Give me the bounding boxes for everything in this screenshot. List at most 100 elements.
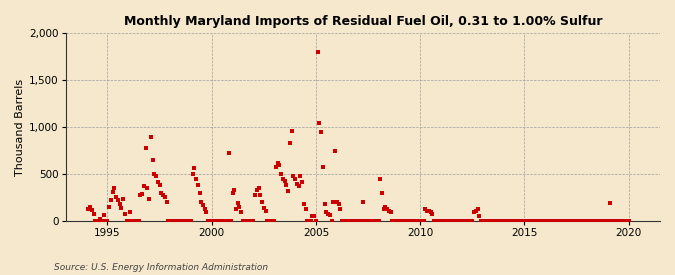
Point [86,208,97,212]
Point [377,191,387,195]
Point [309,214,320,219]
Point [390,219,401,223]
Point [223,151,234,156]
Point [415,219,426,223]
Point [550,219,561,223]
Point [142,186,153,190]
Point [296,179,307,184]
Point [323,211,333,216]
Point [252,188,263,192]
Point [396,219,406,223]
Point [568,219,578,223]
Point [362,219,373,223]
Point [509,219,520,223]
Point [347,219,358,223]
Point [549,219,560,223]
Point [464,219,475,223]
Point [116,206,127,210]
Point [387,219,398,223]
Point [187,172,198,176]
Point [559,219,570,223]
Point [562,219,573,223]
Point [448,219,458,223]
Point [493,219,504,223]
Point [474,214,485,219]
Point [456,219,467,223]
Point [146,134,157,139]
Point [595,219,606,223]
Point [208,219,219,223]
Point [591,219,601,223]
Point [189,166,200,171]
Point [151,174,161,178]
Point [119,211,130,216]
Point [149,172,160,176]
Point [246,219,257,223]
Point [219,219,230,223]
Point [537,219,547,223]
Point [126,219,137,223]
Point [165,219,176,223]
Point [528,219,539,223]
Point [350,219,361,223]
Point [606,219,617,223]
Point [358,200,369,205]
Point [194,191,205,195]
Point [354,219,364,223]
Point [410,219,421,223]
Point [543,219,554,223]
Point [227,191,238,195]
Point [571,219,582,223]
Point [422,208,433,213]
Point [385,210,396,214]
Point [265,219,276,223]
Point [325,213,335,218]
Point [310,219,321,223]
Point [269,219,279,223]
Point [432,219,443,223]
Point [611,219,622,223]
Point [161,200,172,205]
Point [170,219,181,223]
Point [470,208,481,213]
Point [229,188,240,192]
Point [431,219,441,223]
Point [580,219,591,223]
Point [284,141,295,145]
Point [604,201,615,205]
Point [479,219,490,223]
Point [435,219,446,223]
Point [333,202,344,206]
Point [105,198,116,203]
Point [231,207,242,211]
Point [279,178,290,183]
Point [144,197,155,202]
Point [500,219,511,223]
Point [302,219,313,223]
Y-axis label: Thousand Barrels: Thousand Barrels [15,79,25,176]
Point [477,219,488,223]
Point [462,219,472,223]
Point [408,219,418,223]
Point [495,219,506,223]
Point [317,164,328,169]
Point [130,219,140,223]
Point [192,183,203,188]
Point [352,219,363,223]
Point [335,207,346,211]
Point [90,219,101,223]
Point [243,219,254,223]
Point [623,219,634,223]
Point [613,219,624,223]
Point [467,219,478,223]
Point [166,219,177,223]
Point [512,219,523,223]
Point [468,210,479,214]
Point [173,219,184,223]
Point [344,219,354,223]
Point [472,207,483,211]
Point [576,219,587,223]
Point [283,189,294,193]
Point [207,219,217,223]
Point [453,219,464,223]
